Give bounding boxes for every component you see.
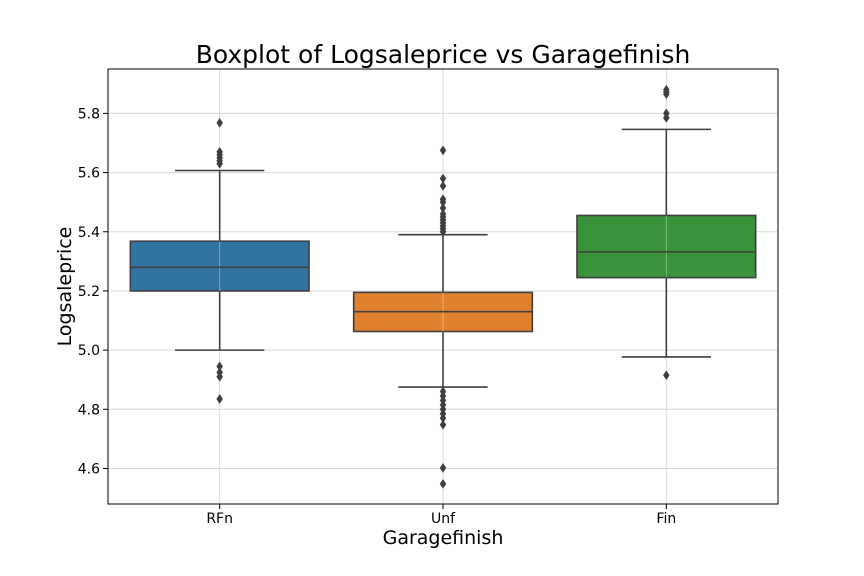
- outlier-point: [439, 145, 447, 156]
- x-axis-label: Garagefinish: [383, 527, 504, 549]
- boxes: [129, 84, 757, 489]
- outlier-point: [663, 108, 670, 119]
- outlier-point: [439, 478, 447, 489]
- chart-title: Boxplot of Logsaleprice vs Garagefinish: [196, 40, 691, 69]
- y-tick-label: 5.0: [78, 343, 100, 359]
- x-tick-label: Fin: [656, 511, 676, 527]
- outlier-point: [216, 367, 223, 378]
- x-tick-label: RFn: [206, 511, 233, 527]
- outlier-point: [439, 180, 447, 191]
- outlier-point: [439, 462, 447, 473]
- outlier-point: [216, 146, 223, 157]
- box-group-fin: [576, 84, 757, 381]
- y-tick-label: 5.4: [78, 225, 100, 241]
- outlier-point: [439, 203, 447, 214]
- outlier-point: [439, 386, 447, 397]
- box-group-rfn: [129, 117, 310, 404]
- outlier-point: [216, 393, 223, 404]
- y-tick-label: 5.8: [78, 106, 100, 122]
- outlier-point: [216, 361, 223, 372]
- outlier-point: [439, 419, 447, 430]
- y-tick-label: 4.6: [78, 461, 100, 477]
- outlier-point: [439, 209, 447, 219]
- outlier-point: [663, 84, 670, 95]
- outlier-point: [439, 173, 447, 184]
- outlier-point: [216, 117, 223, 128]
- box-group-unf: [352, 145, 534, 489]
- outlier-point: [663, 370, 670, 381]
- outlier-point: [439, 194, 447, 205]
- y-tick-label: 4.8: [78, 402, 100, 418]
- box-rfn: [129, 240, 310, 292]
- box-fin: [576, 214, 757, 279]
- x-tick-label: Unf: [431, 511, 456, 527]
- y-tick-label: 5.6: [78, 166, 100, 182]
- axes: 4.6 4.8 5.0 5.2 5.4 5.6 5.8 RFn Unf Fin: [78, 106, 676, 527]
- y-axis-label: Logsaleprice: [54, 227, 76, 347]
- y-tick-label: 5.2: [78, 284, 100, 300]
